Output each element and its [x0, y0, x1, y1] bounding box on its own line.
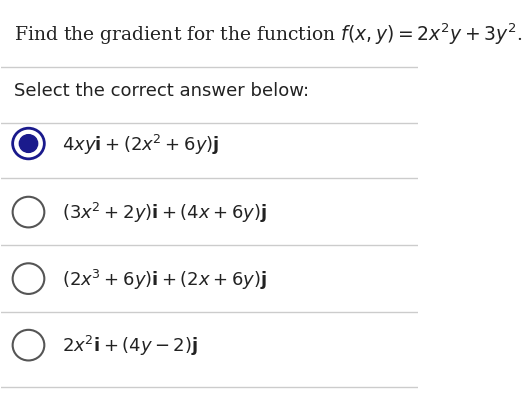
Text: Select the correct answer below:: Select the correct answer below: — [14, 82, 309, 100]
Circle shape — [19, 135, 38, 153]
Text: $4xy\mathbf{i} + (2x^2 + 6y)\mathbf{j}$: $4xy\mathbf{i} + (2x^2 + 6y)\mathbf{j}$ — [62, 132, 219, 156]
Text: $(3x^2 + 2y)\mathbf{i} + (4x + 6y)\mathbf{j}$: $(3x^2 + 2y)\mathbf{i} + (4x + 6y)\mathb… — [62, 200, 267, 225]
Text: $(2x^3 + 6y)\mathbf{i} + (2x + 6y)\mathbf{j}$: $(2x^3 + 6y)\mathbf{i} + (2x + 6y)\mathb… — [62, 267, 267, 291]
Text: $2x^2\mathbf{i} + (4y - 2)\mathbf{j}$: $2x^2\mathbf{i} + (4y - 2)\mathbf{j}$ — [62, 333, 198, 357]
Text: Find the gradient for the function $f(x, y) = 2x^2y + 3y^2$.: Find the gradient for the function $f(x,… — [14, 21, 523, 47]
